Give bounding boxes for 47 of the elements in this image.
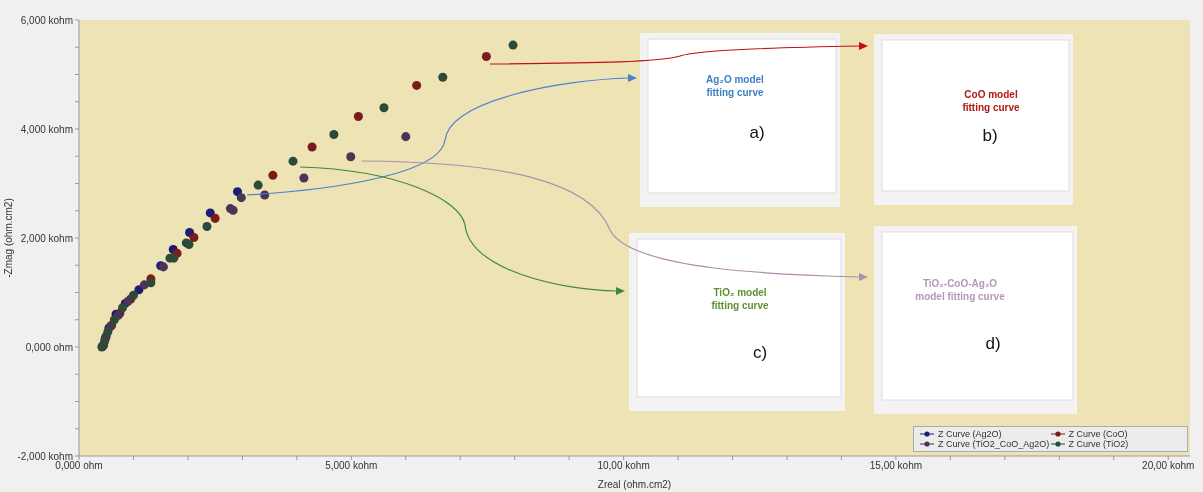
legend-label: Z Curve (CoO) (1068, 429, 1128, 439)
annotation: CoO model fitting curve (962, 89, 1021, 113)
point (202, 222, 212, 232)
x-tick-label: 15,00 kohm (869, 460, 923, 472)
y-tick-label: 4,000 kohm (20, 123, 73, 135)
legend-label: Z Curve (Ag2O) (938, 429, 1002, 439)
x-tick-label: 10,00 kohm (597, 460, 650, 472)
x-tick-label: 0,000 ohm (55, 460, 103, 472)
y-tick-label: 0,000 ohm (25, 341, 73, 353)
point (236, 193, 246, 203)
annotation: b) (982, 126, 998, 145)
point (379, 103, 389, 113)
annotation: TiO₂ model fitting curve (711, 287, 770, 311)
annotation: Ag₂O model fitting curve (706, 74, 765, 98)
point (253, 180, 263, 190)
annotation: TiO₂-CoO-Ag₂O model fitting curve (915, 278, 1006, 302)
point (268, 170, 278, 180)
point (189, 232, 199, 242)
annotation: d) (985, 334, 1001, 353)
x-tick-label: 5,000 kohm (325, 460, 378, 472)
x-tick-label: 20,00 kohm (1142, 460, 1195, 472)
point (481, 52, 491, 62)
point (508, 40, 518, 50)
point (288, 156, 298, 166)
annotation: a) (749, 123, 765, 142)
point (401, 132, 411, 142)
y-tick-label: 2,000 kohm (20, 232, 73, 244)
y-axis-title: -Zmag (ohm.cm2) (2, 198, 14, 278)
point (307, 142, 317, 152)
y-tick-label: -2,000 kohm (17, 450, 73, 462)
point (329, 129, 339, 139)
point (103, 327, 113, 337)
legend-label: Z Curve (TiO2) (1068, 439, 1129, 449)
point (299, 173, 309, 183)
point (118, 303, 128, 313)
point (353, 111, 363, 121)
point (210, 213, 220, 223)
y-tick-label: 6,000 kohm (20, 14, 73, 26)
point (109, 315, 119, 325)
x-axis-title: Zreal (ohm.cm2) (597, 479, 672, 490)
point (146, 278, 156, 288)
legend-label: Z Curve (TiO2_CoO_Ag2O) (938, 439, 1050, 449)
point (128, 290, 138, 300)
point (412, 80, 422, 90)
annotation: c) (752, 343, 768, 362)
point (438, 72, 448, 82)
point (346, 152, 356, 162)
